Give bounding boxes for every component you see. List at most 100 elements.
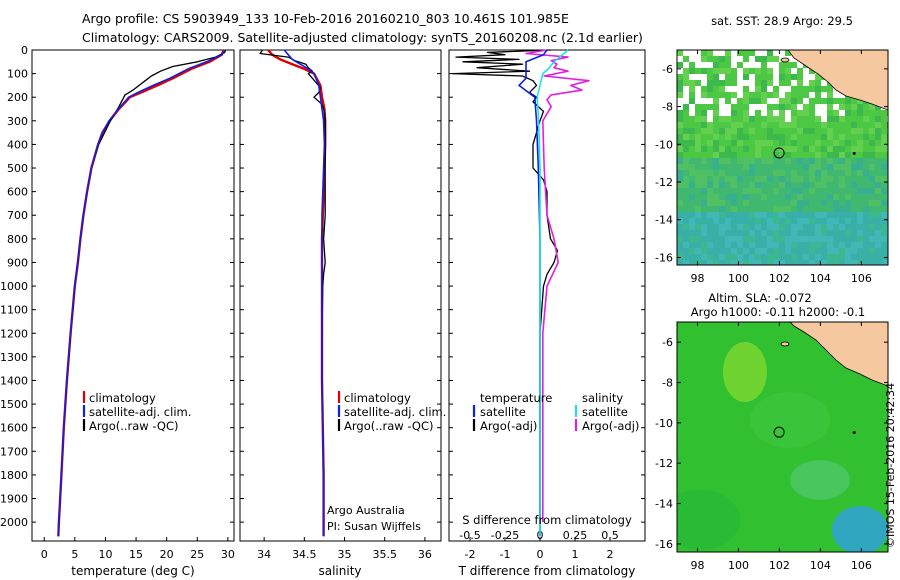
sst-cell bbox=[875, 224, 881, 230]
sst-cell bbox=[821, 164, 827, 170]
sst-cell bbox=[863, 182, 869, 188]
sst-cell bbox=[875, 236, 881, 242]
sst-cell bbox=[815, 194, 821, 200]
sst-cell bbox=[827, 98, 833, 104]
sst-cell bbox=[785, 254, 791, 260]
sst-cell bbox=[821, 230, 827, 236]
sst-cell bbox=[761, 80, 767, 86]
temperature-x-tick-label: 0 bbox=[41, 548, 48, 561]
sst-cell bbox=[779, 80, 785, 86]
sst-cell bbox=[695, 194, 701, 200]
sst-cell bbox=[827, 152, 833, 158]
sst-cell bbox=[737, 206, 743, 212]
sst-cell bbox=[677, 200, 683, 206]
sst-cell bbox=[707, 140, 713, 146]
sst-cell bbox=[689, 212, 695, 218]
sst-cell bbox=[755, 254, 761, 260]
sst-cell bbox=[695, 230, 701, 236]
sst-cell bbox=[677, 80, 683, 86]
sst-cell bbox=[791, 164, 797, 170]
sst-cell bbox=[827, 164, 833, 170]
sst-cell bbox=[863, 140, 869, 146]
sst-cell bbox=[761, 164, 767, 170]
sst-cell bbox=[725, 182, 731, 188]
sst-cell bbox=[857, 206, 863, 212]
sst-cell bbox=[827, 206, 833, 212]
t-difference-x-tick-label: 1 bbox=[572, 548, 579, 561]
sst-cell bbox=[677, 188, 683, 194]
sst-cell bbox=[845, 110, 851, 116]
sst-cell bbox=[755, 248, 761, 254]
sst-cell bbox=[875, 176, 881, 182]
sst-cell bbox=[851, 188, 857, 194]
sst-cell bbox=[713, 122, 719, 128]
sst-cell bbox=[809, 134, 815, 140]
sst-cell bbox=[797, 134, 803, 140]
sla-map-title: Altim. SLA: -0.072 bbox=[708, 291, 812, 305]
sst-cell bbox=[677, 50, 683, 56]
sst-cell bbox=[803, 158, 809, 164]
sst-cell bbox=[683, 230, 689, 236]
sst-cell bbox=[839, 140, 845, 146]
sst-cell bbox=[755, 242, 761, 248]
sst-cell bbox=[689, 170, 695, 176]
sst-cell bbox=[863, 236, 869, 242]
sst-cell bbox=[797, 248, 803, 254]
depth-tick-label: 2000 bbox=[0, 516, 28, 529]
sst-cell bbox=[677, 212, 683, 218]
sst-cell bbox=[707, 194, 713, 200]
sst-cell bbox=[683, 146, 689, 152]
sst-cell bbox=[719, 86, 725, 92]
sst-cell bbox=[683, 152, 689, 158]
sst-cell bbox=[881, 218, 887, 224]
temperature-x-tick-label: 15 bbox=[129, 548, 143, 561]
sst-cell bbox=[815, 200, 821, 206]
sst-cell bbox=[677, 194, 683, 200]
depth-tick-label: 300 bbox=[7, 115, 28, 128]
sst-cell bbox=[827, 236, 833, 242]
sst-cell bbox=[743, 122, 749, 128]
sst-cell bbox=[869, 116, 875, 122]
sst-cell bbox=[743, 86, 749, 92]
sst-cell bbox=[743, 74, 749, 80]
sst-cell bbox=[785, 248, 791, 254]
map-x-tick-label: 104 bbox=[810, 272, 831, 285]
sst-cell bbox=[851, 212, 857, 218]
sst-cell bbox=[767, 248, 773, 254]
sst-cell bbox=[869, 152, 875, 158]
depth-tick-label: 100 bbox=[7, 68, 28, 81]
sst-cell bbox=[881, 170, 887, 176]
sst-cell bbox=[683, 80, 689, 86]
sst-cell bbox=[869, 224, 875, 230]
sst-cell bbox=[839, 224, 845, 230]
sst-cell bbox=[833, 194, 839, 200]
sst-cell bbox=[863, 152, 869, 158]
sst-cell bbox=[707, 176, 713, 182]
sst-cell bbox=[743, 104, 749, 110]
sst-cell bbox=[869, 170, 875, 176]
sst-cell bbox=[707, 170, 713, 176]
sst-cell bbox=[845, 242, 851, 248]
sst-cell bbox=[725, 80, 731, 86]
sst-cell bbox=[869, 242, 875, 248]
sst-cell bbox=[767, 236, 773, 242]
sst-cell bbox=[707, 50, 713, 56]
sst-cell bbox=[707, 122, 713, 128]
sst-cell bbox=[725, 206, 731, 212]
sst-cell bbox=[815, 140, 821, 146]
sst-cell bbox=[863, 230, 869, 236]
sst-cell bbox=[701, 254, 707, 260]
sst-cell bbox=[761, 92, 767, 98]
sst-cell bbox=[875, 188, 881, 194]
sst-cell bbox=[689, 146, 695, 152]
sst-cell bbox=[875, 116, 881, 122]
sst-cell bbox=[701, 146, 707, 152]
sst-cell bbox=[821, 194, 827, 200]
sst-cell bbox=[791, 92, 797, 98]
sst-cell bbox=[791, 242, 797, 248]
sst-cell bbox=[743, 194, 749, 200]
sst-cell bbox=[839, 194, 845, 200]
sst-cell bbox=[677, 242, 683, 248]
sst-cell bbox=[869, 212, 875, 218]
sst-cell bbox=[743, 134, 749, 140]
